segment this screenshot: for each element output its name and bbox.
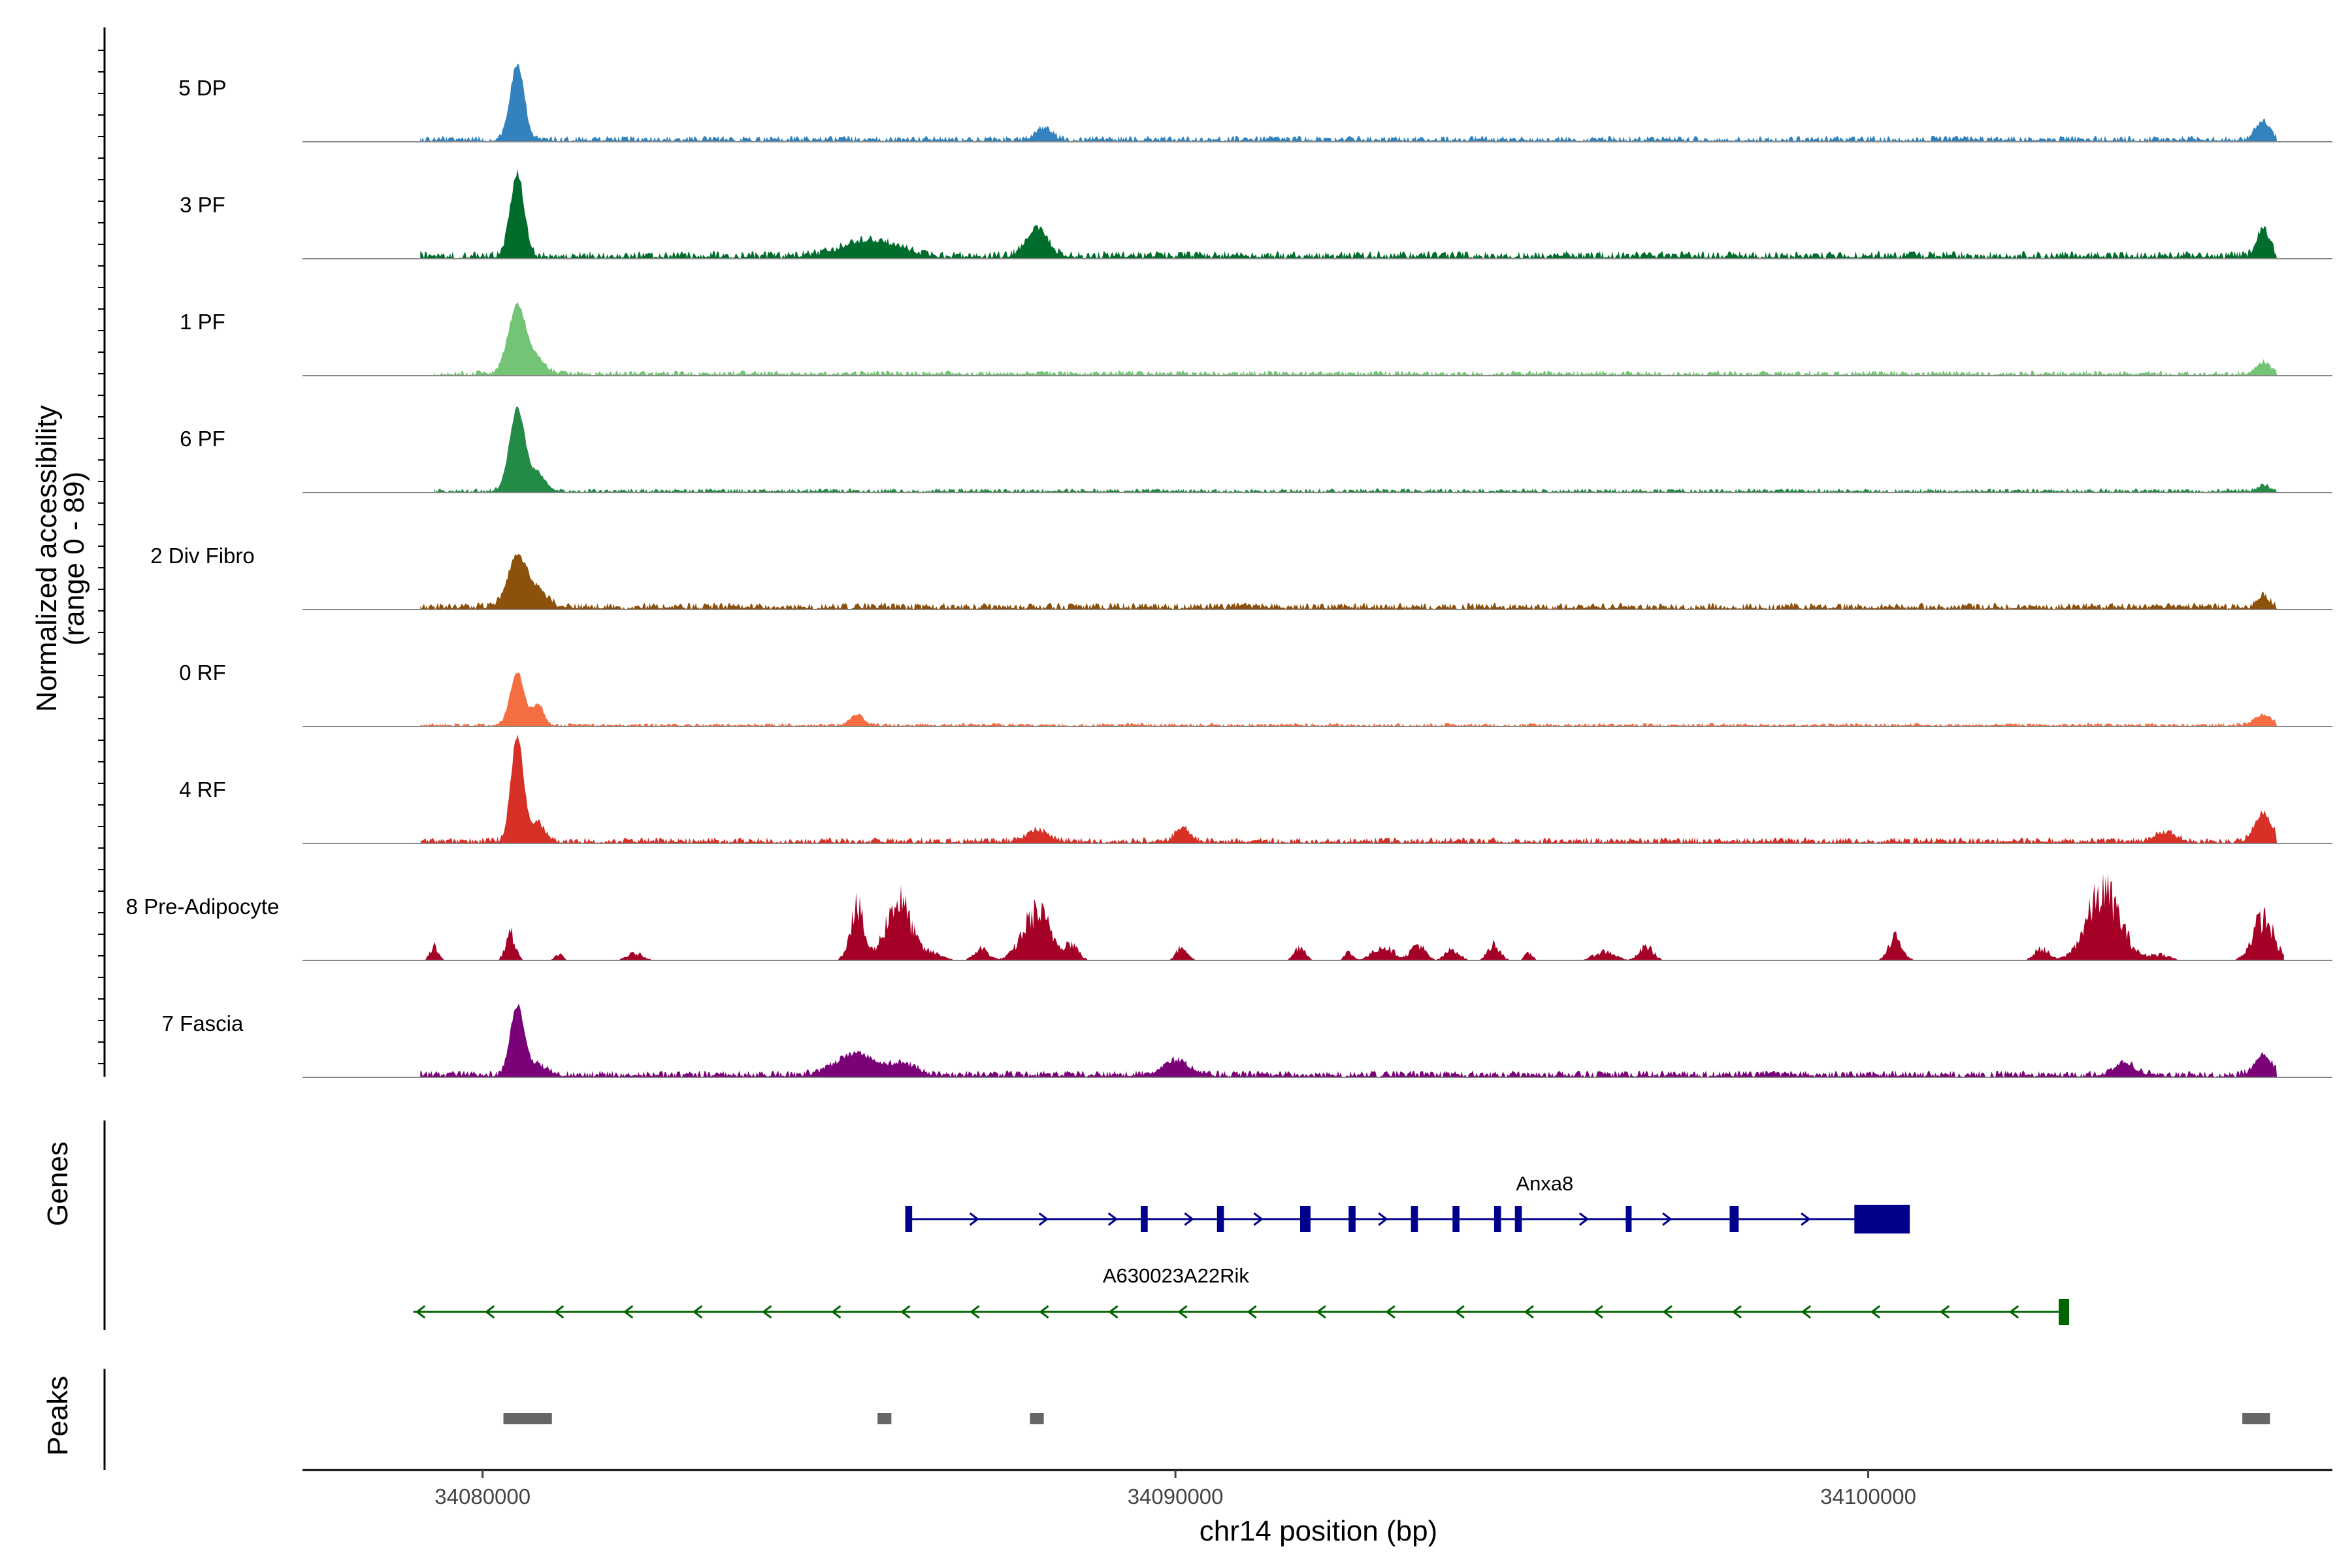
peak-region	[1030, 1413, 1044, 1424]
coverage-area	[420, 1004, 2278, 1077]
exon	[1854, 1205, 1910, 1233]
track-6-pf: 6 PF	[180, 406, 2332, 493]
gene-a630023a22rik: A630023A22Rik	[413, 1264, 2070, 1325]
exon	[1411, 1206, 1418, 1232]
strand-arrow	[969, 1212, 980, 1226]
strand-arrow	[692, 1305, 703, 1319]
peaks-layer	[103, 1369, 2270, 1470]
strand-arrow	[761, 1305, 772, 1319]
exon	[2059, 1299, 2070, 1325]
genes-layer: Anxa8 A630023A22Rik	[103, 1120, 2070, 1330]
strand-arrow	[1731, 1305, 1742, 1319]
strand-arrow	[1177, 1305, 1188, 1319]
strand-arrow	[1593, 1305, 1603, 1319]
strand-arrow	[1662, 1305, 1673, 1319]
strand-arrow	[1385, 1305, 1396, 1319]
coverage-area	[434, 302, 2278, 376]
coverage-area	[420, 672, 2278, 727]
strand-arrow	[970, 1305, 980, 1319]
tracks-layer: 5 DP 3 PF 1 PF 6 PF 2 Div Fibro 0 RF 4 RF 8 Pre…	[98, 27, 2332, 1078]
track-8-pre-adipocyte: 8 Pre-Adipocyte	[126, 873, 2332, 961]
peak-region	[503, 1413, 552, 1424]
strand-arrow	[1253, 1212, 1264, 1226]
strand-arrow	[1108, 1305, 1119, 1319]
x-axis: 34080000 34090000 34100000	[302, 1469, 2332, 1509]
strand-arrow	[1247, 1305, 1257, 1319]
gene-anxa8: Anxa8	[905, 1172, 1910, 1233]
coverage-area	[434, 406, 2278, 493]
exon	[1217, 1206, 1224, 1232]
coverage-area	[420, 553, 2278, 610]
track-3-pf: 3 PF	[180, 169, 2332, 259]
track-label: 3 PF	[180, 193, 225, 217]
exon	[1299, 1206, 1311, 1232]
strand-arrow	[484, 1305, 495, 1319]
strand-arrow	[1578, 1212, 1590, 1226]
exon	[1141, 1206, 1148, 1232]
peak-region	[2242, 1413, 2270, 1424]
strand-arrow	[623, 1305, 634, 1319]
strand-arrow	[1038, 1212, 1049, 1226]
peaks-panel-title: Peaks	[42, 1376, 74, 1456]
strand-arrow	[900, 1305, 911, 1319]
x-tick-label: 34100000	[1820, 1484, 1916, 1509]
strand-arrow	[831, 1305, 841, 1319]
peak-region	[877, 1413, 892, 1424]
track-1-pf: 1 PF	[180, 302, 2332, 376]
y-axis-title: Normalized accessibility	[31, 405, 63, 711]
gene-label: A630023A22Rik	[1103, 1264, 1250, 1287]
track-label: 7 Fascia	[162, 1011, 244, 1036]
coverage-area	[420, 169, 2278, 259]
strand-arrow	[2008, 1305, 2019, 1319]
strand-arrow	[1870, 1305, 1881, 1319]
strand-arrow	[553, 1305, 564, 1319]
strand-arrow	[1316, 1305, 1326, 1319]
exon	[905, 1206, 913, 1232]
genes-panel-title: Genes	[42, 1141, 74, 1226]
track-label: 5 DP	[178, 76, 226, 100]
strand-arrow	[1939, 1305, 1950, 1319]
exon	[1625, 1206, 1632, 1232]
exon	[1514, 1206, 1522, 1232]
strand-arrow	[1662, 1212, 1673, 1226]
coverage-area	[420, 63, 2278, 142]
exon	[1729, 1206, 1739, 1232]
track-label: 2 Div Fibro	[150, 544, 255, 568]
track-label: 6 PF	[180, 427, 225, 451]
strand-arrow	[1801, 1212, 1811, 1226]
track-label: 1 PF	[180, 310, 225, 334]
track-2-div-fibro: 2 Div Fibro	[150, 544, 2332, 610]
strand-arrow	[1039, 1305, 1049, 1319]
track-label: 8 Pre-Adipocyte	[126, 894, 280, 919]
track-4-rf: 4 RF	[179, 734, 2332, 844]
coverage-area	[413, 873, 2284, 960]
strand-arrow	[1454, 1305, 1465, 1319]
track-7-fascia: 7 Fascia	[162, 1004, 2332, 1078]
strand-arrow	[1524, 1305, 1534, 1319]
strand-arrow	[415, 1305, 426, 1319]
strand-arrow	[1107, 1212, 1119, 1226]
x-tick-label: 34080000	[434, 1484, 531, 1509]
exon	[1348, 1206, 1356, 1232]
track-label: 4 RF	[179, 777, 226, 802]
x-tick-label: 34090000	[1128, 1484, 1224, 1509]
track-label: 0 RF	[179, 661, 226, 685]
strand-arrow	[1378, 1212, 1388, 1226]
track-5-dp: 5 DP	[178, 63, 2332, 142]
x-axis-title: chr14 position (bp)	[1200, 1515, 1437, 1547]
strand-arrow	[1801, 1305, 1811, 1319]
gene-label: Anxa8	[1516, 1172, 1573, 1195]
coverage-area	[420, 734, 2278, 843]
exon	[1494, 1206, 1501, 1232]
strand-arrow	[1184, 1212, 1194, 1226]
exon	[1452, 1206, 1460, 1232]
y-axis-subtitle: (range 0 - 89)	[58, 472, 90, 646]
track-0-rf: 0 RF	[179, 661, 2332, 727]
